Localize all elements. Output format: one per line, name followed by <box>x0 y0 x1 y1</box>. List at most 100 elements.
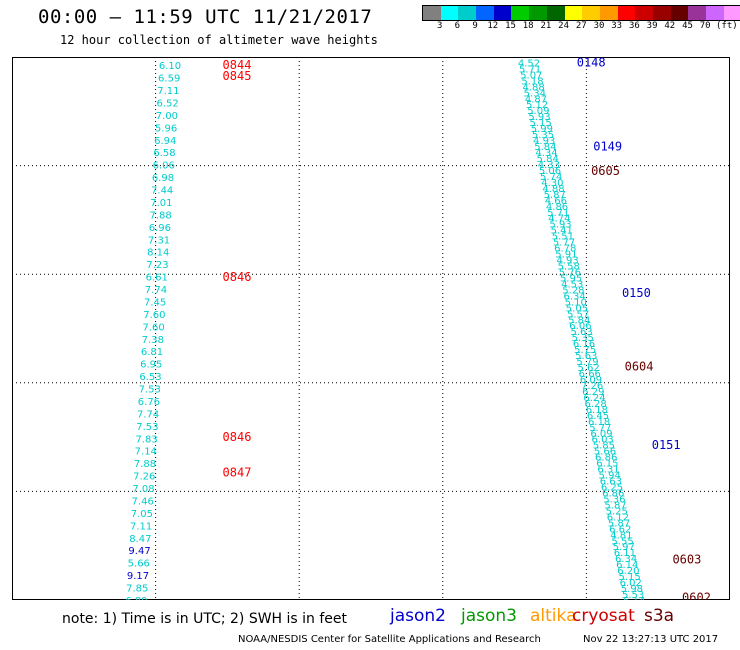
wave-height-value: 6.16 <box>573 339 595 350</box>
color-scale-label: 39 <box>646 21 658 31</box>
wave-height-value: 6.59 <box>158 74 180 85</box>
chart-title: 00:00 – 11:59 UTC 11/21/2017 <box>38 6 373 28</box>
wave-height-value: 4.66 <box>545 196 567 207</box>
wave-height-value: 7.46 <box>132 496 154 507</box>
plot-frame <box>12 57 730 600</box>
wave-height-value: 5.57 <box>567 309 589 320</box>
legend-altika: altika <box>530 606 577 626</box>
pass-time-label: 0844 <box>223 58 252 72</box>
wave-height-value: 5.84 <box>568 315 590 326</box>
pass-time-label: 0149 <box>593 140 622 154</box>
color-scale-label: 33 <box>611 21 623 31</box>
color-swatch <box>617 6 636 20</box>
wave-height-value: 4.88 <box>523 82 545 93</box>
wave-height-value: 6.10 <box>159 61 181 72</box>
wave-height-value: 6.95 <box>140 360 162 371</box>
wave-height-value: 5.51 <box>552 232 574 243</box>
color-scale-label: 27 <box>575 21 587 31</box>
wave-height-value: 4.93 <box>533 136 555 147</box>
wave-height-value: 7.88 <box>134 459 156 470</box>
wave-height-value: 6.96 <box>149 223 171 234</box>
wave-height-value: 5.87 <box>604 500 626 511</box>
color-swatch <box>546 6 565 20</box>
pass-time-label: 0602 <box>682 590 711 600</box>
wave-height-value: 6.24 <box>583 393 605 404</box>
wave-height-value: 7.60 <box>142 322 164 333</box>
wave-height-value: 6.09 <box>580 375 602 386</box>
color-swatch <box>688 6 706 20</box>
wave-height-value: 5.35 <box>532 130 554 141</box>
color-scale-label: 24 <box>558 21 570 31</box>
pass-time-label: 0847 <box>223 465 252 479</box>
wave-height-value: 5.76 <box>559 267 581 278</box>
wave-height-value: 6.66 <box>579 369 601 380</box>
pass-time-label: 0148 <box>577 57 606 69</box>
color-scale-label: 3 <box>436 21 443 31</box>
wave-height-value: 5.34 <box>524 88 546 99</box>
wave-height-value: 5.18 <box>521 76 543 87</box>
wave-height-value: 5.10 <box>565 297 587 308</box>
wave-height-value: 8.47 <box>129 534 151 545</box>
wave-height-value: 5.77 <box>589 423 611 434</box>
wave-height-value: 7.01 <box>150 198 172 209</box>
wave-height-value: 6.06 <box>153 161 175 172</box>
y-tick-label: 16 <box>12 270 13 280</box>
pass-time-label: 0604 <box>625 360 654 374</box>
wave-height-value: 5.36 <box>603 494 625 505</box>
wave-height-value: 7.45 <box>144 297 166 308</box>
wave-height-value: 5.84 <box>537 154 559 165</box>
y-tick-label: 12 <box>12 487 13 497</box>
wave-height-value: 7.85 <box>126 584 148 595</box>
wave-height-value: 5.74 <box>540 172 562 183</box>
color-scale-label: 9 <box>472 21 478 31</box>
wave-height-value: 5.94 <box>599 471 621 482</box>
wave-height-value: 6.20 <box>617 566 639 577</box>
wave-height-value: 4.87 <box>525 94 547 105</box>
wave-height-value: 6.14 <box>623 596 645 600</box>
pass-time-label: 0846 <box>223 270 252 284</box>
legend-jason2: jason2 <box>390 606 446 626</box>
chart-subtitle: 12 hour collection of altimeter wave hei… <box>60 33 378 47</box>
wave-height-value: 6.31 <box>597 465 619 476</box>
pass-time-label: 0151 <box>652 438 681 452</box>
wave-height-value: 9.47 <box>128 546 150 557</box>
grid-lines <box>12 57 730 600</box>
wave-height-value: 6.53 <box>139 372 161 383</box>
wave-height-value: 5.35 <box>572 333 594 344</box>
color-swatch <box>511 6 530 20</box>
wave-height-value: 5.87 <box>544 190 566 201</box>
wave-height-value: 4.93 <box>556 256 578 267</box>
wave-height-value: 5.28 <box>562 285 584 296</box>
color-swatch <box>723 6 740 20</box>
wave-height-value: 7.08 <box>132 484 154 495</box>
legend-jason3: jason3 <box>461 606 517 626</box>
y-tick-label: 14 <box>12 379 13 389</box>
wave-height-value: 5.71 <box>547 208 569 219</box>
wave-height-value: 5.85 <box>593 441 615 452</box>
wave-height-value: 4.81 <box>610 530 632 541</box>
color-swatch <box>493 6 512 20</box>
wave-height-value: 5.77 <box>553 238 575 249</box>
color-swatch <box>423 6 441 20</box>
wave-height-value: 7.11 <box>157 86 179 97</box>
wave-height-value: 6.11 <box>614 548 636 559</box>
wave-height-value: 5.25 <box>606 506 628 517</box>
color-scale-bar <box>422 5 740 21</box>
legend-cryosat: cryosat <box>572 606 635 626</box>
color-scale-label: 70 <box>699 21 711 31</box>
color-scale-label: 12 <box>487 21 499 31</box>
footer-timestamp: Nov 22 13:27:13 UTC 2017 <box>583 634 719 645</box>
color-swatch <box>476 6 494 20</box>
wave-height-value: 6.34 <box>563 291 585 302</box>
wave-height-value: 5.15 <box>530 118 552 129</box>
wave-height-value: 4.53 <box>561 279 583 290</box>
wave-height-value: 6.89 <box>125 596 147 600</box>
y-tick-label: 10 <box>12 596 13 600</box>
wave-height-value: 4.74 <box>548 214 570 225</box>
wave-height-value: 5.71 <box>519 64 541 75</box>
color-swatch <box>440 6 459 20</box>
wave-height-value: 6.94 <box>154 136 176 147</box>
wave-height-value: 6.28 <box>585 399 607 410</box>
y-tick-label: 18 <box>12 162 13 172</box>
color-scale-label: 6 <box>454 21 461 31</box>
